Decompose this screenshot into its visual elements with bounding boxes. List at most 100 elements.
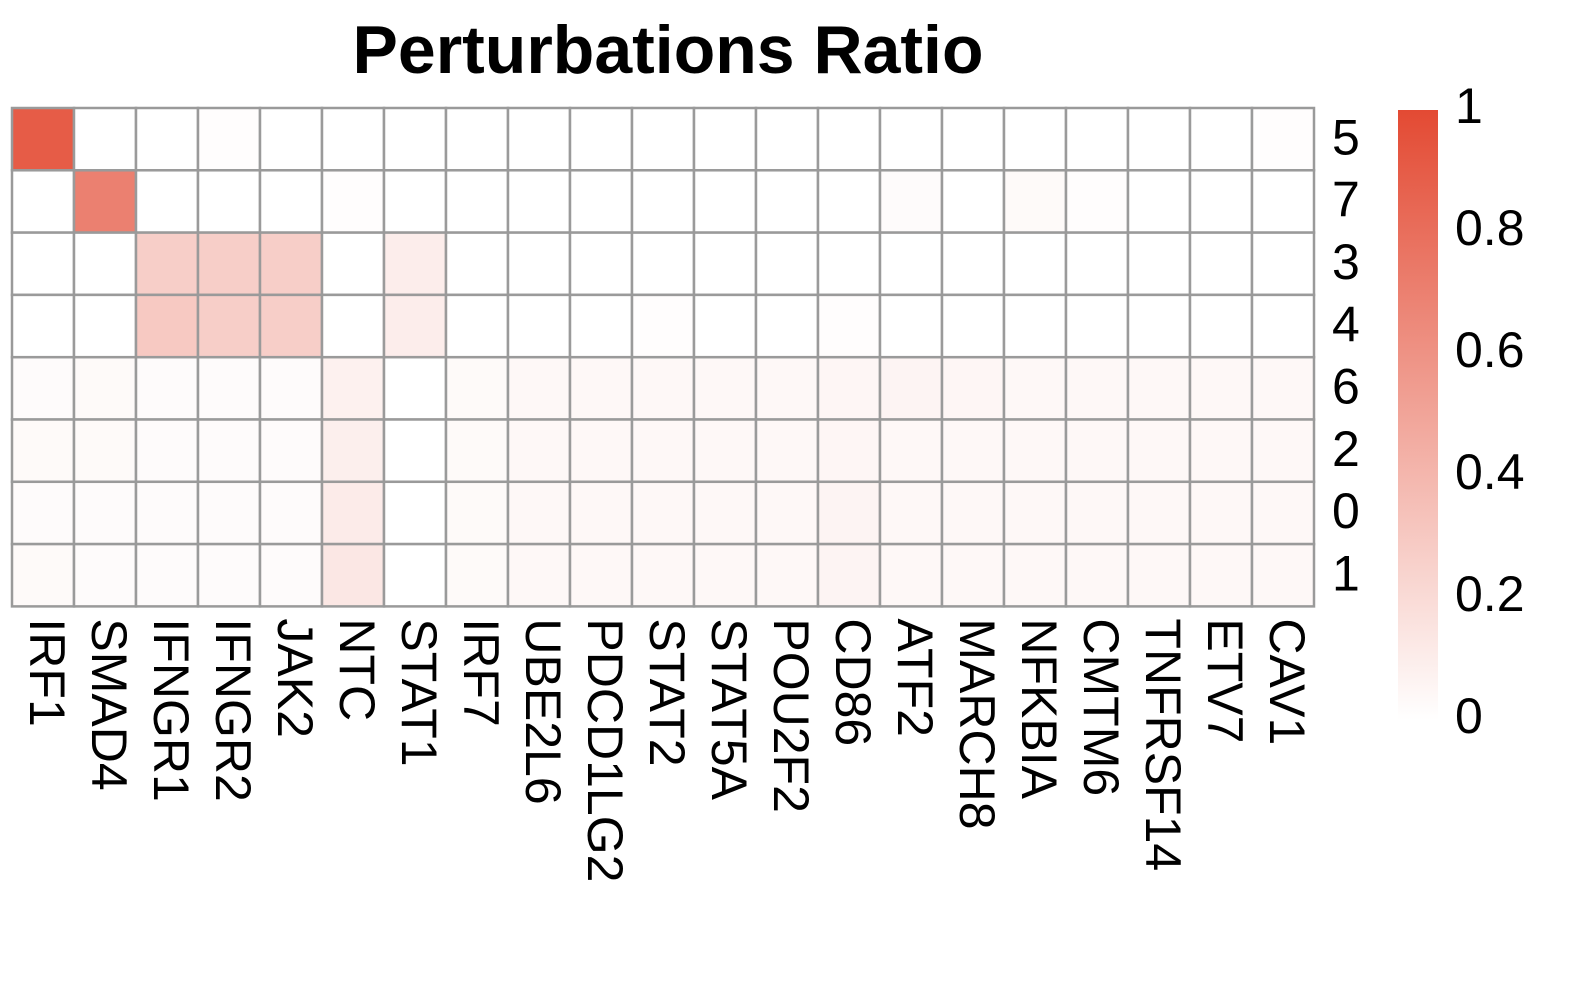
- heatmap-cell-3-SMAD4: [72, 231, 138, 297]
- heatmap-cell-1-PDCD1LG2: [568, 542, 634, 608]
- heatmap-cell-3-NFKBIA: [1002, 231, 1068, 297]
- row-label: 4: [1332, 296, 1360, 352]
- column-label: STAT1: [391, 618, 447, 766]
- heatmap-cell-3-PDCD1LG2: [568, 231, 634, 297]
- heatmap-cell-4-CAV1: [1250, 293, 1316, 359]
- legend-tick-label: 0.2: [1455, 566, 1525, 622]
- column-label: MARCH8: [949, 618, 1005, 829]
- heatmap-cell-1-CD86: [816, 542, 882, 608]
- heatmap-cell-4-JAK2: [258, 293, 324, 359]
- heatmap-cell-5-UBE2L6: [506, 106, 572, 172]
- heatmap-cell-5-STAT2: [630, 106, 696, 172]
- heatmap-cell-7-STAT5A: [692, 169, 758, 234]
- heatmap-cell-7-PDCD1LG2: [568, 169, 634, 234]
- legend-tick-label: 1: [1455, 78, 1483, 134]
- column-label: PDCD1LG2: [577, 618, 633, 882]
- heatmap-cell-1-IRF7: [444, 542, 510, 608]
- heatmap-cell-2-ATF2: [878, 418, 944, 484]
- heatmap-cell-5-NFKBIA: [1002, 106, 1068, 172]
- heatmap-cell-1-TNFRSF14: [1126, 542, 1192, 608]
- heatmap-cell-4-POU2F2: [754, 293, 820, 359]
- heatmap-cell-4-IRF7: [444, 293, 510, 359]
- legend-tick-labels: 1 0.8 0.6 0.4 0.2 0: [1455, 78, 1525, 744]
- heatmap-cell-6-JAK2: [258, 355, 324, 421]
- heatmap-cell-6-STAT1: [382, 355, 448, 421]
- heatmap-cell-6-CMTM6: [1064, 355, 1130, 421]
- heatmap-cell-1-ATF2: [878, 542, 944, 608]
- heatmap-cell-4-STAT2: [630, 293, 696, 359]
- column-labels: IRF1 SMAD4 IFNGR1 IFNGR2 JAK2 NTC STAT1 IRF7 UBE…: [19, 618, 1315, 882]
- heatmap-cell-4-ETV7: [1188, 293, 1254, 359]
- heatmap-cell-6-CAV1: [1250, 355, 1316, 421]
- heatmap-cell-5-ETV7: [1188, 106, 1254, 172]
- heatmap-cell-5-CAV1: [1250, 106, 1316, 172]
- heatmap-cell-5-SMAD4: [72, 106, 138, 172]
- heatmap-cell-7-CMTM6: [1064, 169, 1130, 234]
- heatmap-cell-7-STAT2: [630, 169, 696, 234]
- heatmap-cell-4-STAT5A: [692, 293, 758, 359]
- row-labels: 5 7 3 4 6 2 0 1: [1332, 109, 1360, 601]
- heatmap-cell-6-ETV7: [1188, 355, 1254, 421]
- heatmap-cell-3-ATF2: [878, 231, 944, 297]
- heatmap-cell-0-MARCH8: [940, 480, 1006, 546]
- heatmap-cell-7-NFKBIA: [1002, 169, 1068, 234]
- heatmap-cell-6-IFNGR1: [134, 355, 200, 421]
- heatmap-cell-5-IRF1: [10, 106, 76, 172]
- heatmap-cell-6-POU2F2: [754, 355, 820, 421]
- heatmap-cell-1-CMTM6: [1064, 542, 1130, 608]
- heatmap-cell-5-STAT1: [382, 106, 448, 172]
- color-legend: 1 0.8 0.6 0.4 0.2 0: [1398, 78, 1525, 744]
- heatmap-cell-3-IFNGR2: [196, 231, 262, 297]
- heatmap-cell-7-IRF7: [444, 169, 510, 234]
- column-label: STAT2: [639, 618, 695, 766]
- heatmap-cell-4-SMAD4: [72, 293, 138, 359]
- heatmap-cell-1-NTC: [320, 542, 386, 608]
- heatmap-cell-1-UBE2L6: [506, 542, 572, 608]
- heatmap-cell-7-CAV1: [1250, 169, 1316, 234]
- heatmap-cell-6-CD86: [816, 355, 882, 421]
- column-label: TNFRSF14: [1135, 618, 1191, 871]
- heatmap-cell-2-STAT2: [630, 418, 696, 484]
- heatmap-cell-4-CD86: [816, 293, 882, 359]
- column-label: CMTM6: [1073, 618, 1129, 796]
- heatmap-cell-2-MARCH8: [940, 418, 1006, 484]
- row-label: 5: [1332, 109, 1360, 165]
- heatmap-cell-0-IFNGR2: [196, 480, 262, 546]
- heatmap-cell-0-TNFRSF14: [1126, 480, 1192, 546]
- heatmap-cell-2-UBE2L6: [506, 418, 572, 484]
- heatmap-cell-1-MARCH8: [940, 542, 1006, 608]
- column-label: SMAD4: [81, 618, 137, 790]
- heatmap-cell-3-TNFRSF14: [1126, 231, 1192, 297]
- column-label: IRF1: [19, 618, 75, 726]
- heatmap-cell-5-JAK2: [258, 106, 324, 172]
- heatmap-cell-2-CMTM6: [1064, 418, 1130, 484]
- heatmap-cell-5-CD86: [816, 106, 882, 172]
- heatmap-cell-6-TNFRSF14: [1126, 355, 1192, 421]
- legend-tick-label: 0: [1455, 688, 1483, 744]
- heatmap-cell-5-STAT5A: [692, 106, 758, 172]
- heatmap-cell-4-NTC: [320, 293, 386, 359]
- row-label: 7: [1332, 172, 1360, 228]
- column-label: NFKBIA: [1011, 618, 1067, 799]
- heatmap-cell-5-PDCD1LG2: [568, 106, 634, 172]
- column-label: ATF2: [887, 618, 943, 737]
- heatmap-cell-4-IFNGR2: [196, 293, 262, 359]
- heatmap-cell-3-JAK2: [258, 231, 324, 297]
- heatmap-cells: [10, 106, 1316, 608]
- heatmap-cell-1-SMAD4: [72, 542, 138, 608]
- heatmap-cell-3-ETV7: [1188, 231, 1254, 297]
- heatmap-cell-2-ETV7: [1188, 418, 1254, 484]
- heatmap-cell-1-IFNGR2: [196, 542, 262, 608]
- heatmap-cell-3-POU2F2: [754, 231, 820, 297]
- heatmap-cell-2-CD86: [816, 418, 882, 484]
- column-label: POU2F2: [763, 618, 819, 813]
- legend-tick-label: 0.8: [1455, 200, 1525, 256]
- heatmap-cell-6-IRF1: [10, 355, 76, 421]
- heatmap-cell-5-MARCH8: [940, 106, 1006, 172]
- row-label: 1: [1332, 545, 1360, 601]
- heatmap-cell-5-CMTM6: [1064, 106, 1130, 172]
- heatmap-cell-0-CD86: [816, 480, 882, 546]
- heatmap-cell-0-NFKBIA: [1002, 480, 1068, 546]
- heatmap-cell-1-STAT1: [382, 542, 448, 608]
